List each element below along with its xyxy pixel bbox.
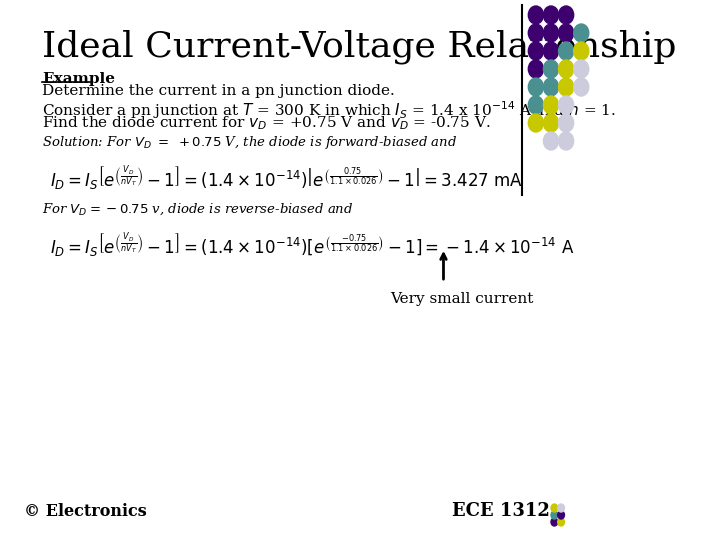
Circle shape bbox=[544, 78, 559, 96]
Circle shape bbox=[528, 96, 544, 114]
Text: Solution: For $V_D\ =\ +0.75$ V, the diode is forward-biased and: Solution: For $V_D\ =\ +0.75$ V, the dio… bbox=[42, 134, 457, 151]
Circle shape bbox=[559, 6, 574, 24]
Circle shape bbox=[558, 518, 564, 526]
Circle shape bbox=[559, 24, 574, 42]
Text: Very small current: Very small current bbox=[390, 292, 534, 306]
Text: For $V_D = -0.75$ v, diode is reverse-biased and: For $V_D = -0.75$ v, diode is reverse-bi… bbox=[42, 202, 354, 218]
Circle shape bbox=[528, 42, 544, 60]
Text: Determine the current in a pn junction diode.: Determine the current in a pn junction d… bbox=[42, 84, 395, 98]
Text: Example: Example bbox=[42, 72, 115, 86]
Text: Find the diode current for $v_D$ = +0.75 V and $v_D$ = -0.75 V.: Find the diode current for $v_D$ = +0.75… bbox=[42, 114, 490, 132]
Circle shape bbox=[544, 60, 559, 78]
Circle shape bbox=[574, 42, 589, 60]
Circle shape bbox=[559, 60, 574, 78]
Circle shape bbox=[544, 114, 559, 132]
Circle shape bbox=[544, 24, 559, 42]
Circle shape bbox=[574, 78, 589, 96]
Circle shape bbox=[551, 511, 558, 519]
Circle shape bbox=[559, 96, 574, 114]
Circle shape bbox=[544, 96, 559, 114]
Circle shape bbox=[558, 511, 564, 519]
Circle shape bbox=[528, 78, 544, 96]
Circle shape bbox=[559, 42, 574, 60]
Text: $I_D = I_S\left[e^{\left(\frac{V_D}{nV_T}\right)} - 1\right] = (1.4 \times 10^{-: $I_D = I_S\left[e^{\left(\frac{V_D}{nV_T… bbox=[50, 165, 523, 193]
Circle shape bbox=[528, 60, 544, 78]
Circle shape bbox=[528, 114, 544, 132]
Circle shape bbox=[559, 132, 574, 150]
Circle shape bbox=[559, 114, 574, 132]
Circle shape bbox=[544, 42, 559, 60]
Circle shape bbox=[551, 518, 558, 526]
Circle shape bbox=[544, 132, 559, 150]
Text: ECE 1312: ECE 1312 bbox=[452, 502, 550, 520]
Text: © Electronics: © Electronics bbox=[24, 503, 146, 520]
Text: Ideal Current-Voltage Relationship: Ideal Current-Voltage Relationship bbox=[42, 30, 677, 64]
Text: Consider a pn junction at $T$ = 300 K in which $I_S$ = 1.4 x 10$^{-14}$ A and $n: Consider a pn junction at $T$ = 300 K in… bbox=[42, 99, 616, 121]
Text: $I_D = I_S\left[e^{\left(\frac{V_D}{nV_T}\right)} - 1\right] = (1.4 \times 10^{-: $I_D = I_S\left[e^{\left(\frac{V_D}{nV_T… bbox=[50, 232, 575, 260]
Circle shape bbox=[559, 78, 574, 96]
Circle shape bbox=[528, 24, 544, 42]
Circle shape bbox=[574, 24, 589, 42]
Circle shape bbox=[574, 60, 589, 78]
Circle shape bbox=[558, 504, 564, 512]
Circle shape bbox=[551, 504, 558, 512]
Circle shape bbox=[544, 6, 559, 24]
Circle shape bbox=[528, 6, 544, 24]
